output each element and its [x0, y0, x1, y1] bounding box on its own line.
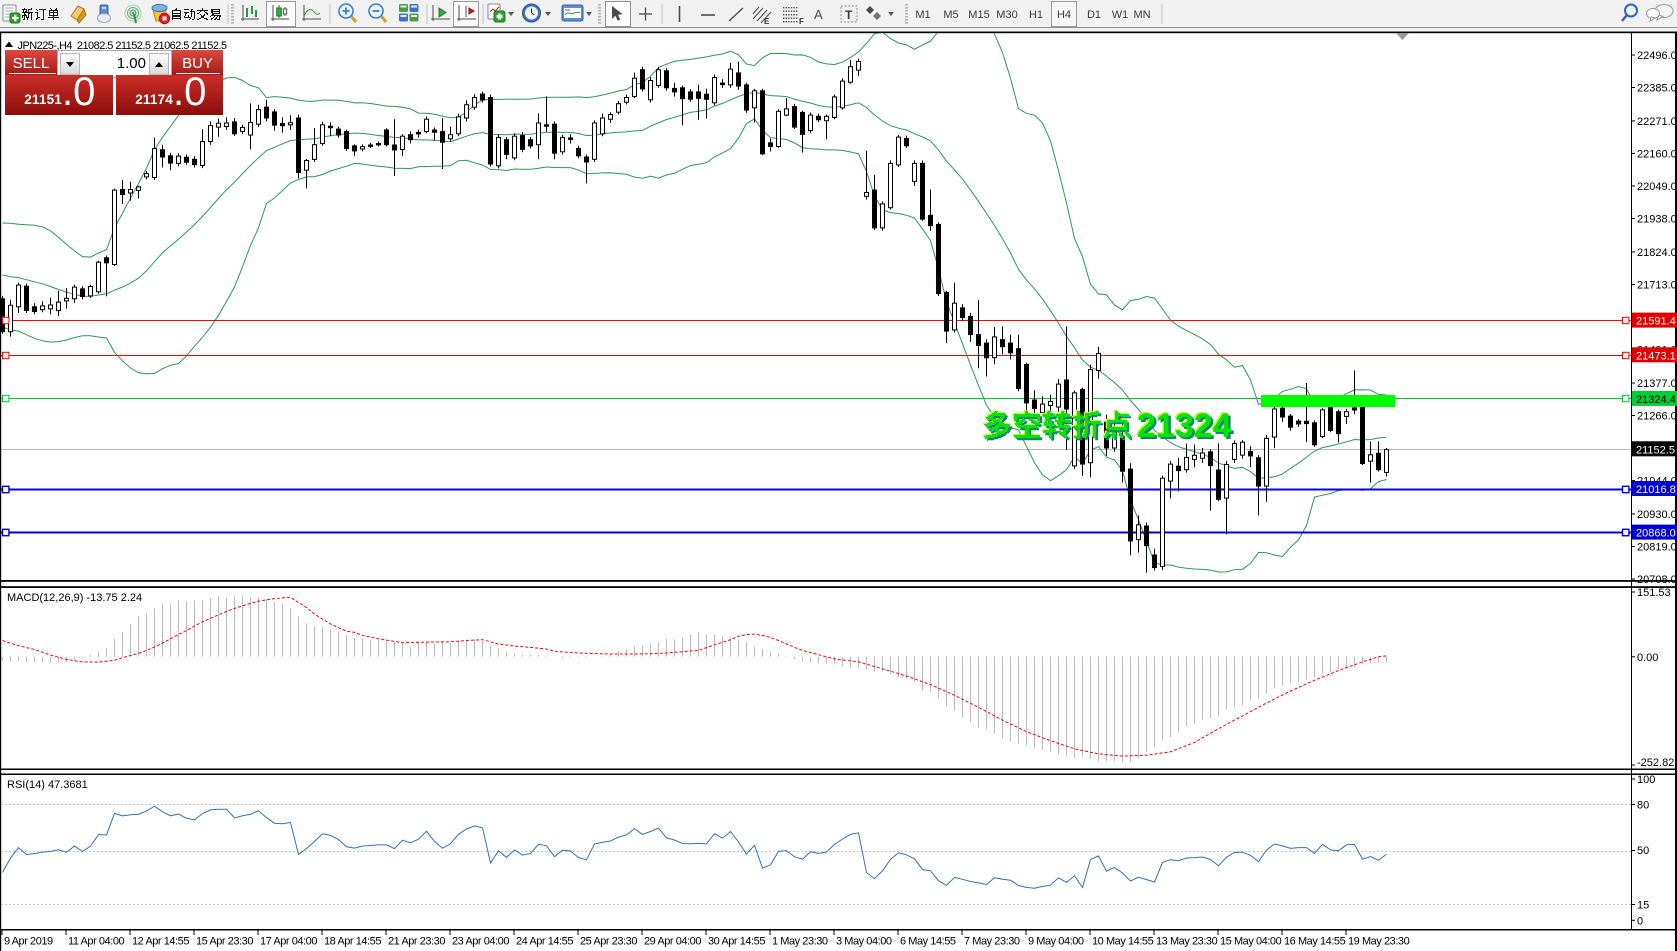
- svg-text:21938.0: 21938.0: [1637, 214, 1677, 226]
- svg-text:20708.0: 20708.0: [1637, 574, 1677, 586]
- svg-text:1 May 23:30: 1 May 23:30: [772, 936, 828, 948]
- svg-text:T: T: [845, 8, 853, 22]
- svg-text:H1: H1: [1029, 9, 1043, 21]
- svg-text:151.53: 151.53: [1637, 587, 1671, 599]
- svg-text:19 May 23:30: 19 May 23:30: [1348, 936, 1410, 948]
- svg-text:21152.5: 21152.5: [1636, 444, 1675, 456]
- svg-text:24 Apr 14:55: 24 Apr 14:55: [516, 936, 573, 948]
- svg-text:M30: M30: [996, 9, 1017, 21]
- svg-text:25 Apr 23:30: 25 Apr 23:30: [580, 936, 637, 948]
- svg-text:15 May 04:00: 15 May 04:00: [1220, 936, 1282, 948]
- svg-text:12 Apr 14:55: 12 Apr 14:55: [132, 936, 189, 948]
- svg-text:JPN225-,H4 21082.5 21152.5 21: JPN225-,H4 21082.5 21152.5 21062.5 21152…: [18, 40, 227, 52]
- svg-text:6 May 14:55: 6 May 14:55: [900, 936, 956, 948]
- svg-text:22160.0: 22160.0: [1637, 149, 1677, 161]
- svg-text:0: 0: [1637, 915, 1643, 927]
- svg-text:22271.0: 22271.0: [1637, 116, 1677, 128]
- svg-text:M5: M5: [943, 9, 958, 21]
- svg-text:29 Apr 04:00: 29 Apr 04:00: [644, 936, 701, 948]
- svg-text:20930.0: 20930.0: [1637, 509, 1677, 521]
- svg-text:F: F: [799, 17, 804, 26]
- svg-text:E: E: [764, 17, 770, 26]
- svg-text:50: 50: [1637, 845, 1649, 857]
- svg-text:-252.82: -252.82: [1637, 757, 1674, 769]
- svg-text:0.00: 0.00: [1637, 652, 1658, 664]
- svg-text:10 May 14:55: 10 May 14:55: [1092, 936, 1154, 948]
- svg-text:D1: D1: [1087, 9, 1101, 21]
- svg-text:13 May 23:30: 13 May 23:30: [1156, 936, 1218, 948]
- svg-text:15 Apr 23:30: 15 Apr 23:30: [196, 936, 253, 948]
- svg-text:M15: M15: [968, 9, 989, 21]
- svg-text:M1: M1: [915, 9, 930, 21]
- svg-text:22496.0: 22496.0: [1637, 50, 1677, 62]
- svg-text:23 Apr 04:00: 23 Apr 04:00: [452, 936, 509, 948]
- svg-text:21824.0: 21824.0: [1637, 247, 1677, 259]
- svg-text:30 Apr 14:55: 30 Apr 14:55: [708, 936, 765, 948]
- svg-text:W1: W1: [1112, 9, 1129, 21]
- svg-text:MN: MN: [1133, 9, 1150, 21]
- svg-text:3 May 04:00: 3 May 04:00: [836, 936, 892, 948]
- svg-text:18 Apr 14:55: 18 Apr 14:55: [324, 936, 381, 948]
- svg-text:H4: H4: [1057, 9, 1071, 21]
- svg-text:21713.0: 21713.0: [1637, 280, 1677, 292]
- svg-text:22385.0: 22385.0: [1637, 83, 1677, 95]
- svg-text:22049.0: 22049.0: [1637, 181, 1677, 193]
- svg-text:20868.0: 20868.0: [1636, 528, 1676, 540]
- svg-text:21324: 21324: [1136, 406, 1231, 444]
- svg-text:16 May 14:55: 16 May 14:55: [1284, 936, 1346, 948]
- svg-text:11 Apr 04:00: 11 Apr 04:00: [68, 936, 125, 948]
- svg-text:9 May 04:00: 9 May 04:00: [1028, 936, 1084, 948]
- svg-text:21 Apr 23:30: 21 Apr 23:30: [388, 936, 445, 948]
- svg-text:21324: 21324: [1137, 407, 1232, 445]
- svg-text:21377.0: 21377.0: [1637, 378, 1677, 390]
- svg-text:A: A: [814, 7, 823, 22]
- svg-text:MACD(12,26,9) -13.75 2.24: MACD(12,26,9) -13.75 2.24: [7, 592, 142, 604]
- svg-text:21473.1: 21473.1: [1636, 350, 1676, 362]
- svg-text:21016.8: 21016.8: [1636, 484, 1676, 496]
- svg-text:RSI(14) 47.3681: RSI(14) 47.3681: [7, 779, 88, 791]
- svg-text:20819.0: 20819.0: [1637, 542, 1677, 554]
- svg-text:21324.4: 21324.4: [1636, 394, 1676, 406]
- svg-text:17 Apr 04:00: 17 Apr 04:00: [260, 936, 317, 948]
- svg-text:21324: 21324: [1139, 409, 1234, 447]
- svg-text:7 May 23:30: 7 May 23:30: [964, 936, 1020, 948]
- svg-text:21266.0: 21266.0: [1637, 411, 1677, 423]
- svg-text:21591.4: 21591.4: [1636, 316, 1676, 328]
- svg-text:15: 15: [1637, 900, 1649, 912]
- svg-text:100: 100: [1637, 774, 1655, 786]
- svg-text:80: 80: [1637, 799, 1649, 811]
- svg-text:9 Apr 2019: 9 Apr 2019: [4, 936, 53, 948]
